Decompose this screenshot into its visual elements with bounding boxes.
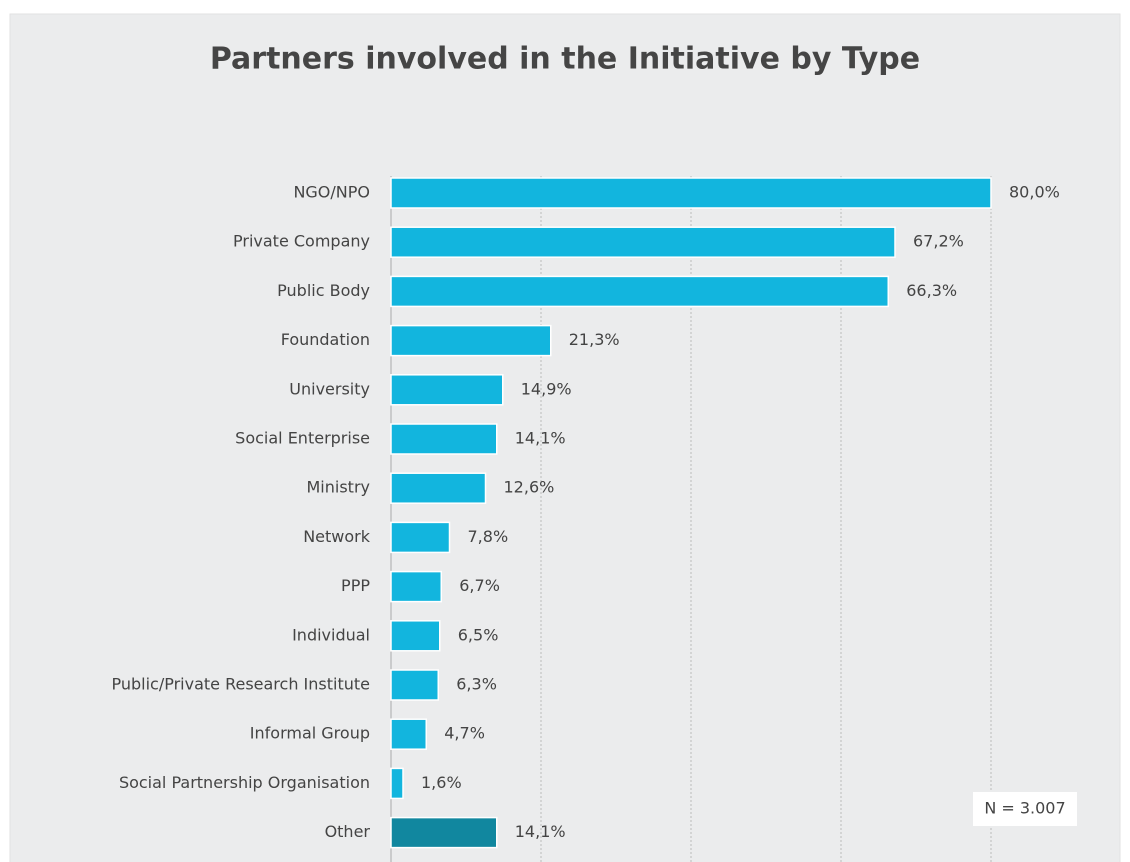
- bar: [390, 177, 992, 209]
- y-tick-label: Foundation: [281, 330, 370, 349]
- bar: [390, 669, 439, 701]
- bar: [390, 324, 552, 357]
- bar: [390, 521, 451, 554]
- value-label: 6,3%: [456, 675, 497, 694]
- y-tick-label: Ministry: [307, 478, 371, 497]
- value-label: 14,1%: [515, 822, 566, 841]
- value-label: 4,7%: [444, 724, 485, 743]
- bar: [390, 767, 404, 800]
- value-label: 6,7%: [459, 576, 500, 595]
- value-label: 21,3%: [569, 330, 620, 349]
- value-label: 1,6%: [421, 773, 462, 792]
- y-tick-label: Individual: [292, 625, 370, 644]
- panel: [9, 13, 1121, 862]
- bar: [390, 472, 487, 504]
- y-tick-label: Public Body: [277, 281, 370, 300]
- y-tick-label: PPP: [341, 576, 370, 595]
- y-tick-label: Social Enterprise: [235, 429, 370, 448]
- bar: [390, 226, 896, 258]
- y-tick-label: Network: [303, 527, 371, 546]
- y-tick-label: Other: [325, 822, 371, 841]
- bar: [390, 570, 442, 603]
- value-label: 14,1%: [515, 429, 566, 448]
- value-label: 80,0%: [1009, 183, 1060, 202]
- chart-title: Partners involved in the Initiative by T…: [210, 42, 920, 77]
- value-label: 67,2%: [913, 232, 964, 251]
- y-tick-label: Informal Group: [250, 724, 370, 743]
- annotation-box: [973, 792, 1077, 826]
- value-label: 66,3%: [906, 281, 957, 300]
- bar: [390, 620, 441, 652]
- bar: [390, 374, 504, 406]
- value-label: 7,8%: [468, 527, 509, 546]
- y-tick-label: University: [289, 379, 370, 398]
- y-tick-label: Social Partnership Organisation: [119, 773, 370, 792]
- bar: [390, 275, 889, 308]
- y-tick-label: Private Company: [233, 232, 370, 251]
- bar: [390, 718, 427, 750]
- y-tick-label: NGO/NPO: [293, 183, 370, 202]
- bar: [390, 816, 498, 849]
- annotation: N = 3.007: [984, 799, 1065, 818]
- value-label: 14,9%: [521, 379, 572, 398]
- value-label: 12,6%: [504, 478, 555, 497]
- value-label: 6,5%: [458, 625, 499, 644]
- y-tick-label: Public/Private Research Institute: [111, 675, 370, 694]
- bar: [390, 423, 498, 455]
